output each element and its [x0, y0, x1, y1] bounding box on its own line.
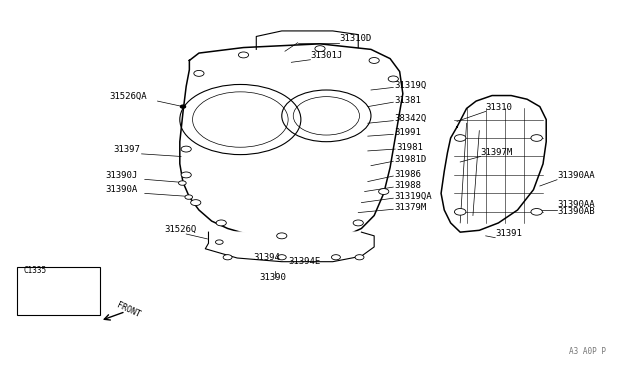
Text: 31390: 31390 [259, 273, 286, 282]
Text: 31379M: 31379M [394, 203, 427, 212]
Circle shape [181, 172, 191, 178]
Polygon shape [441, 96, 546, 232]
Circle shape [276, 233, 287, 239]
Text: 31319Q: 31319Q [394, 81, 427, 90]
Text: 31390AA: 31390AA [557, 171, 595, 180]
Text: 31526QA: 31526QA [109, 92, 147, 101]
Text: 38342Q: 38342Q [394, 114, 427, 123]
Circle shape [239, 52, 248, 58]
Text: 31397: 31397 [113, 145, 140, 154]
Bar [17, 267, 100, 315]
Text: FRONT: FRONT [115, 300, 141, 319]
Text: 31301J: 31301J [310, 51, 342, 60]
Text: A3 A0P P: A3 A0P P [568, 347, 605, 356]
Circle shape [181, 146, 191, 152]
Text: 31394E: 31394E [288, 257, 321, 266]
Circle shape [180, 105, 186, 108]
Circle shape [216, 240, 223, 244]
Text: 31390AA: 31390AA [557, 201, 595, 209]
Text: 31391: 31391 [495, 229, 522, 238]
Circle shape [355, 255, 364, 260]
Circle shape [332, 255, 340, 260]
Circle shape [194, 70, 204, 76]
Text: 31991: 31991 [394, 128, 421, 137]
Circle shape [454, 209, 466, 215]
Circle shape [179, 181, 186, 185]
Circle shape [379, 189, 389, 195]
Circle shape [315, 46, 325, 52]
Text: 31397M: 31397M [481, 148, 513, 157]
Circle shape [216, 220, 227, 226]
Text: 31526Q: 31526Q [164, 225, 196, 234]
Circle shape [277, 255, 286, 260]
Polygon shape [205, 232, 374, 262]
Text: 31981D: 31981D [394, 155, 427, 164]
Circle shape [531, 135, 542, 141]
Text: 31981: 31981 [396, 143, 423, 152]
Text: 31310D: 31310D [339, 34, 371, 43]
Text: 31390AB: 31390AB [557, 207, 595, 216]
Circle shape [223, 255, 232, 260]
Text: 31381: 31381 [394, 96, 421, 105]
Circle shape [369, 58, 380, 63]
Circle shape [531, 209, 542, 215]
Circle shape [454, 135, 466, 141]
Text: 31390J: 31390J [105, 171, 138, 180]
Text: 31310: 31310 [486, 103, 513, 112]
Circle shape [353, 220, 364, 226]
Text: 31319QA: 31319QA [394, 192, 432, 201]
Circle shape [388, 76, 398, 82]
Text: 31390A: 31390A [105, 185, 138, 193]
Polygon shape [180, 44, 403, 240]
Circle shape [191, 200, 201, 206]
Circle shape [185, 195, 193, 199]
Text: 31986: 31986 [394, 170, 421, 179]
Text: C1335: C1335 [24, 266, 47, 275]
Text: 31988: 31988 [394, 181, 421, 190]
Text: 31394: 31394 [253, 253, 280, 262]
